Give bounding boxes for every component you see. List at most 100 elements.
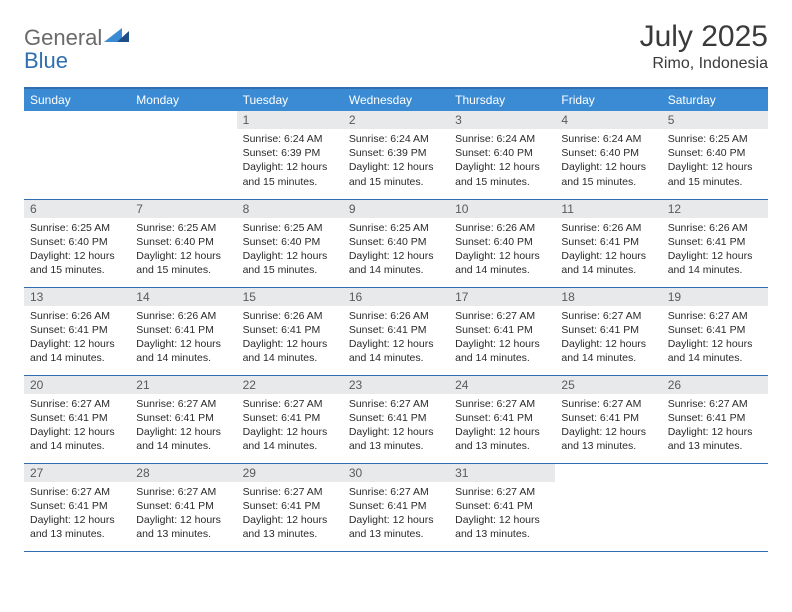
sunset-text: Sunset: 6:40 PM: [561, 146, 655, 160]
calendar-day-cell: 28Sunrise: 6:27 AMSunset: 6:41 PMDayligh…: [130, 463, 236, 551]
day-number: 2: [343, 111, 449, 129]
daylight-text: Daylight: 12 hours and 14 minutes.: [455, 249, 549, 277]
daylight-text: Daylight: 12 hours and 14 minutes.: [455, 337, 549, 365]
day-number: 15: [237, 288, 343, 306]
daylight-text: Daylight: 12 hours and 13 minutes.: [349, 513, 443, 541]
calendar-day-cell: 1Sunrise: 6:24 AMSunset: 6:39 PMDaylight…: [237, 111, 343, 199]
sunrise-text: Sunrise: 6:27 AM: [668, 309, 762, 323]
sunrise-text: Sunrise: 6:26 AM: [455, 221, 549, 235]
sunset-text: Sunset: 6:39 PM: [349, 146, 443, 160]
calendar-day-cell: 3Sunrise: 6:24 AMSunset: 6:40 PMDaylight…: [449, 111, 555, 199]
month-title: July 2025: [640, 20, 768, 53]
sunrise-text: Sunrise: 6:25 AM: [668, 132, 762, 146]
header: GeneralBlue July 2025 Rimo, Indonesia: [24, 20, 768, 73]
day-header: Tuesday: [237, 88, 343, 111]
calendar-day-cell: 22Sunrise: 6:27 AMSunset: 6:41 PMDayligh…: [237, 375, 343, 463]
logo-text-general: General: [24, 26, 102, 49]
day-details: Sunrise: 6:24 AMSunset: 6:39 PMDaylight:…: [237, 129, 343, 193]
daylight-text: Daylight: 12 hours and 13 minutes.: [243, 513, 337, 541]
sunrise-text: Sunrise: 6:26 AM: [349, 309, 443, 323]
daylight-text: Daylight: 12 hours and 15 minutes.: [243, 249, 337, 277]
day-number: 23: [343, 376, 449, 394]
calendar-day-cell: 20Sunrise: 6:27 AMSunset: 6:41 PMDayligh…: [24, 375, 130, 463]
day-details: Sunrise: 6:25 AMSunset: 6:40 PMDaylight:…: [343, 218, 449, 282]
day-details: Sunrise: 6:26 AMSunset: 6:41 PMDaylight:…: [662, 218, 768, 282]
sunset-text: Sunset: 6:40 PM: [455, 146, 549, 160]
day-number: 16: [343, 288, 449, 306]
calendar-week-row: 13Sunrise: 6:26 AMSunset: 6:41 PMDayligh…: [24, 287, 768, 375]
day-number: 3: [449, 111, 555, 129]
calendar-day-cell: 6Sunrise: 6:25 AMSunset: 6:40 PMDaylight…: [24, 199, 130, 287]
sunset-text: Sunset: 6:41 PM: [668, 323, 762, 337]
daylight-text: Daylight: 12 hours and 14 minutes.: [30, 425, 124, 453]
calendar-day-cell: 23Sunrise: 6:27 AMSunset: 6:41 PMDayligh…: [343, 375, 449, 463]
daylight-text: Daylight: 12 hours and 13 minutes.: [455, 513, 549, 541]
day-number: 7: [130, 200, 236, 218]
day-number: 20: [24, 376, 130, 394]
sunrise-text: Sunrise: 6:27 AM: [243, 485, 337, 499]
day-number: 4: [555, 111, 661, 129]
sunset-text: Sunset: 6:39 PM: [243, 146, 337, 160]
sunrise-text: Sunrise: 6:27 AM: [561, 309, 655, 323]
calendar-week-row: 20 Sunrise: 6:27 AMSunset: 6:41 PMDayligh…: [24, 375, 768, 463]
daylight-text: Daylight: 12 hours and 14 minutes.: [243, 425, 337, 453]
daylight-text: Daylight: 12 hours and 13 minutes.: [136, 513, 230, 541]
day-number: 6: [24, 200, 130, 218]
daylight-text: Daylight: 12 hours and 14 minutes.: [349, 249, 443, 277]
day-details: Sunrise: 6:27 AMSunset: 6:41 PMDaylight:…: [237, 482, 343, 546]
daylight-text: Daylight: 12 hours and 15 minutes.: [455, 160, 549, 188]
calendar-day-cell: 16Sunrise: 6:26 AMSunset: 6:41 PMDayligh…: [343, 287, 449, 375]
daylight-text: Daylight: 12 hours and 14 minutes.: [136, 337, 230, 365]
daylight-text: Daylight: 12 hours and 14 minutes.: [349, 337, 443, 365]
day-details: Sunrise: 6:27 AMSunset: 6:41 PMDaylight:…: [237, 394, 343, 458]
day-details: Sunrise: 6:27 AMSunset: 6:41 PMDaylight:…: [449, 482, 555, 546]
day-number: 12: [662, 200, 768, 218]
day-number: 19: [662, 288, 768, 306]
sunset-text: Sunset: 6:41 PM: [243, 411, 337, 425]
logo: GeneralBlue: [24, 26, 144, 73]
daylight-text: Daylight: 12 hours and 15 minutes.: [136, 249, 230, 277]
calendar-day-cell: 9Sunrise: 6:25 AMSunset: 6:40 PMDaylight…: [343, 199, 449, 287]
sunset-text: Sunset: 6:41 PM: [136, 323, 230, 337]
sunset-text: Sunset: 6:41 PM: [455, 323, 549, 337]
sunrise-text: Sunrise: 6:25 AM: [136, 221, 230, 235]
day-details: Sunrise: 6:25 AMSunset: 6:40 PMDaylight:…: [130, 218, 236, 282]
sunrise-text: Sunrise: 6:27 AM: [30, 485, 124, 499]
calendar-day-cell: 8Sunrise: 6:25 AMSunset: 6:40 PMDaylight…: [237, 199, 343, 287]
day-details: Sunrise: 6:27 AMSunset: 6:41 PMDaylight:…: [130, 482, 236, 546]
calendar-empty-cell: [662, 463, 768, 551]
sunset-text: Sunset: 6:40 PM: [30, 235, 124, 249]
sunset-text: Sunset: 6:41 PM: [561, 411, 655, 425]
sunrise-text: Sunrise: 6:27 AM: [455, 309, 549, 323]
sunset-text: Sunset: 6:41 PM: [668, 411, 762, 425]
day-details: Sunrise: 6:26 AMSunset: 6:41 PMDaylight:…: [130, 306, 236, 370]
calendar-day-cell: 15Sunrise: 6:26 AMSunset: 6:41 PMDayligh…: [237, 287, 343, 375]
day-details: Sunrise: 6:25 AMSunset: 6:40 PMDaylight:…: [24, 218, 130, 282]
sunrise-text: Sunrise: 6:24 AM: [455, 132, 549, 146]
calendar-empty-cell: [555, 463, 661, 551]
sunset-text: Sunset: 6:41 PM: [561, 235, 655, 249]
sunrise-text: Sunrise: 6:24 AM: [349, 132, 443, 146]
sunset-text: Sunset: 6:41 PM: [30, 411, 124, 425]
daylight-text: Daylight: 12 hours and 14 minutes.: [668, 337, 762, 365]
sunset-text: Sunset: 6:41 PM: [349, 411, 443, 425]
calendar-day-cell: 12Sunrise: 6:26 AMSunset: 6:41 PMDayligh…: [662, 199, 768, 287]
day-header: Thursday: [449, 88, 555, 111]
day-header-row: SundayMondayTuesdayWednesdayThursdayFrid…: [24, 88, 768, 111]
daylight-text: Daylight: 12 hours and 14 minutes.: [561, 337, 655, 365]
day-number: 11: [555, 200, 661, 218]
day-number: 22: [237, 376, 343, 394]
calendar-day-cell: 7Sunrise: 6:25 AMSunset: 6:40 PMDaylight…: [130, 199, 236, 287]
sunset-text: Sunset: 6:41 PM: [243, 323, 337, 337]
day-details: Sunrise: 6:24 AMSunset: 6:40 PMDaylight:…: [449, 129, 555, 193]
calendar-day-cell: 2Sunrise: 6:24 AMSunset: 6:39 PMDaylight…: [343, 111, 449, 199]
title-block: July 2025 Rimo, Indonesia: [640, 20, 768, 73]
sunset-text: Sunset: 6:41 PM: [455, 411, 549, 425]
day-number: 27: [24, 464, 130, 482]
daylight-text: Daylight: 12 hours and 15 minutes.: [668, 160, 762, 188]
day-number: 8: [237, 200, 343, 218]
sunset-text: Sunset: 6:40 PM: [349, 235, 443, 249]
sunrise-text: Sunrise: 6:27 AM: [136, 485, 230, 499]
sunrise-text: Sunrise: 6:25 AM: [243, 221, 337, 235]
calendar-day-cell: 21Sunrise: 6:27 AMSunset: 6:41 PMDayligh…: [130, 375, 236, 463]
